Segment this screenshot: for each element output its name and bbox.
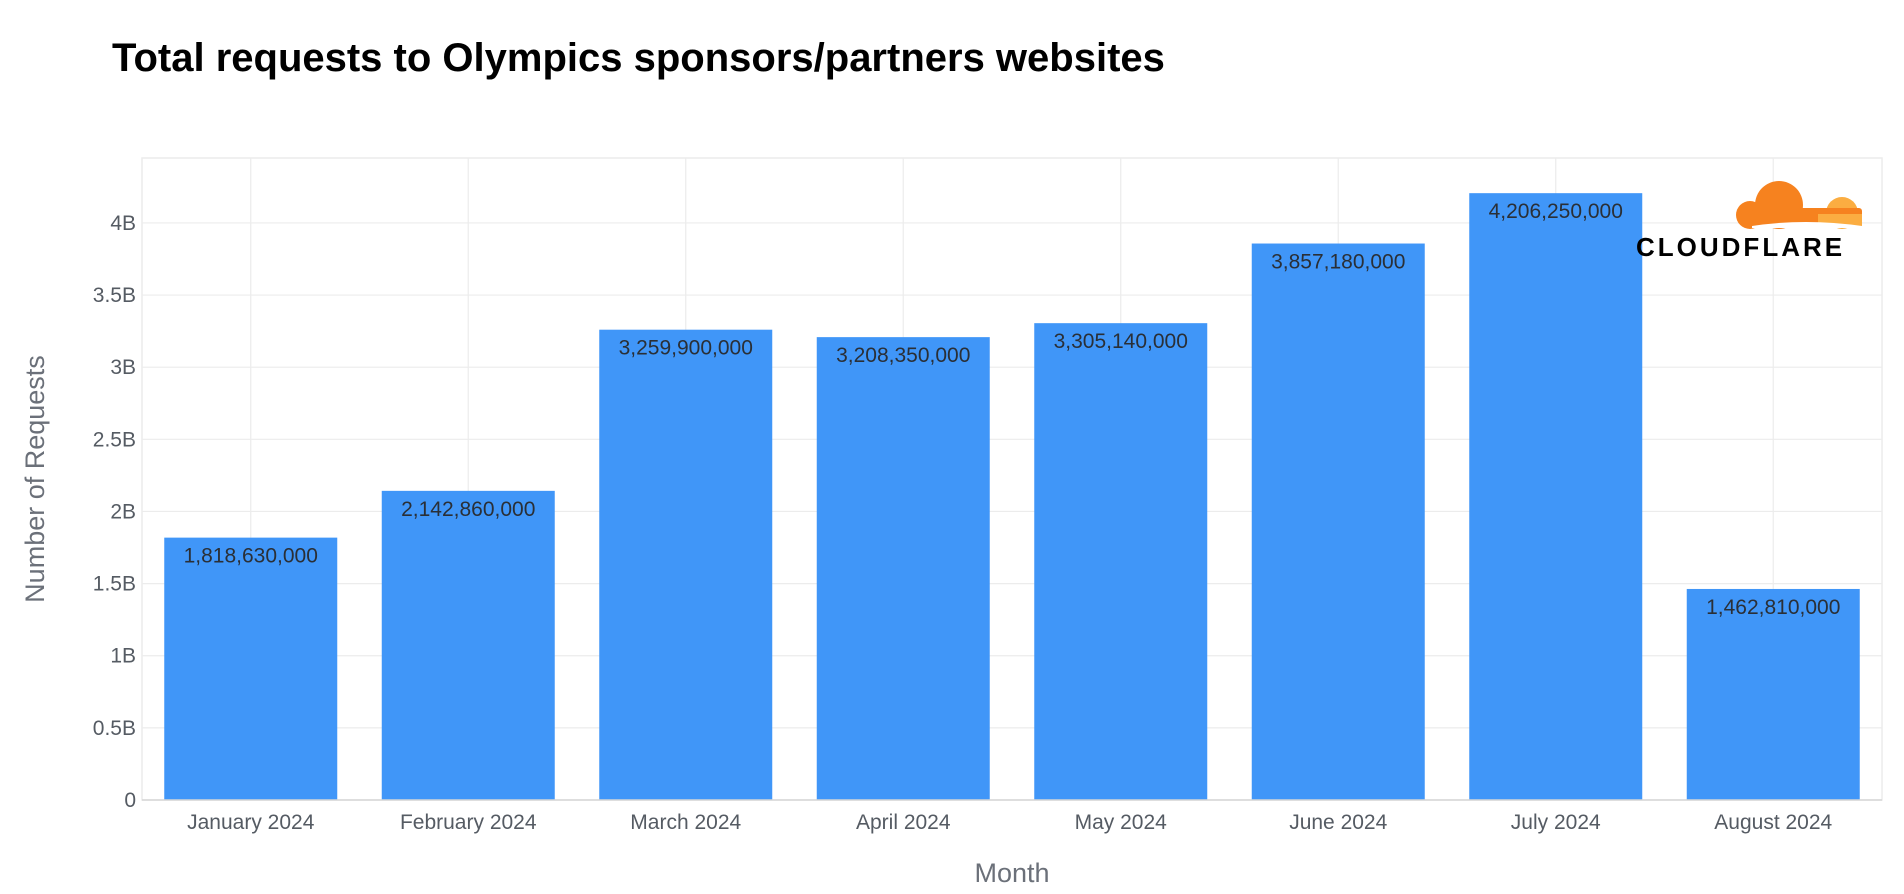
bars [164, 193, 1860, 801]
y-tick-label: 0 [124, 789, 136, 812]
bar [1251, 243, 1425, 800]
bar [164, 537, 338, 800]
y-tick-label: 0.5B [93, 717, 136, 740]
bar-value-label: 1,462,810,000 [1706, 596, 1840, 619]
y-tick-label: 1B [110, 645, 136, 668]
bar [1034, 323, 1208, 800]
bar-value-label: 3,208,350,000 [836, 344, 970, 367]
y-tick-label: 1.5B [93, 573, 136, 596]
x-axis-title: Month [974, 858, 1049, 888]
x-tick-label: June 2024 [1289, 811, 1387, 834]
x-tick-label: August 2024 [1714, 811, 1832, 834]
bar-value-label: 3,857,180,000 [1271, 251, 1405, 274]
y-tick-labels: 0 0.5B 1B 1.5B 2B 2.5B 3B 3.5B 4B [93, 212, 136, 812]
x-tick-label: July 2024 [1511, 811, 1601, 834]
bar-value-label: 1,818,630,000 [184, 545, 318, 568]
y-tick-label: 2.5B [93, 428, 136, 451]
y-tick-label: 3.5B [93, 284, 136, 307]
bar [381, 490, 555, 800]
bar [816, 337, 990, 800]
bar-value-label: 2,142,860,000 [401, 498, 535, 521]
x-tick-label: April 2024 [856, 811, 951, 834]
bar-value-labels: 1,818,630,000 2,142,860,000 3,259,900,000 3… [184, 200, 1841, 619]
bar [599, 329, 773, 800]
cloudflare-logo: CLOUDFLARE [1636, 181, 1862, 262]
chart-title: Total requests to Olympics sponsors/part… [112, 36, 1165, 80]
bar-value-label: 3,305,140,000 [1054, 330, 1188, 353]
x-tick-label: January 2024 [187, 811, 315, 834]
logo-wordmark: CLOUDFLARE [1636, 232, 1845, 262]
y-tick-label: 4B [110, 212, 136, 235]
y-tick-label: 3B [110, 356, 136, 379]
bar [1686, 588, 1860, 800]
cloud-icon [1736, 181, 1862, 229]
x-tick-labels: January 2024 February 2024 March 2024 April… [187, 811, 1832, 834]
x-tick-label: March 2024 [630, 811, 741, 834]
bar-value-label: 4,206,250,000 [1489, 200, 1623, 223]
y-tick-label: 2B [110, 500, 136, 523]
x-tick-label: February 2024 [400, 811, 537, 834]
bar [1469, 193, 1643, 801]
x-tick-label: May 2024 [1075, 811, 1168, 834]
bar-value-label: 3,259,900,000 [619, 337, 753, 360]
y-axis-title: Number of Requests [20, 355, 50, 603]
